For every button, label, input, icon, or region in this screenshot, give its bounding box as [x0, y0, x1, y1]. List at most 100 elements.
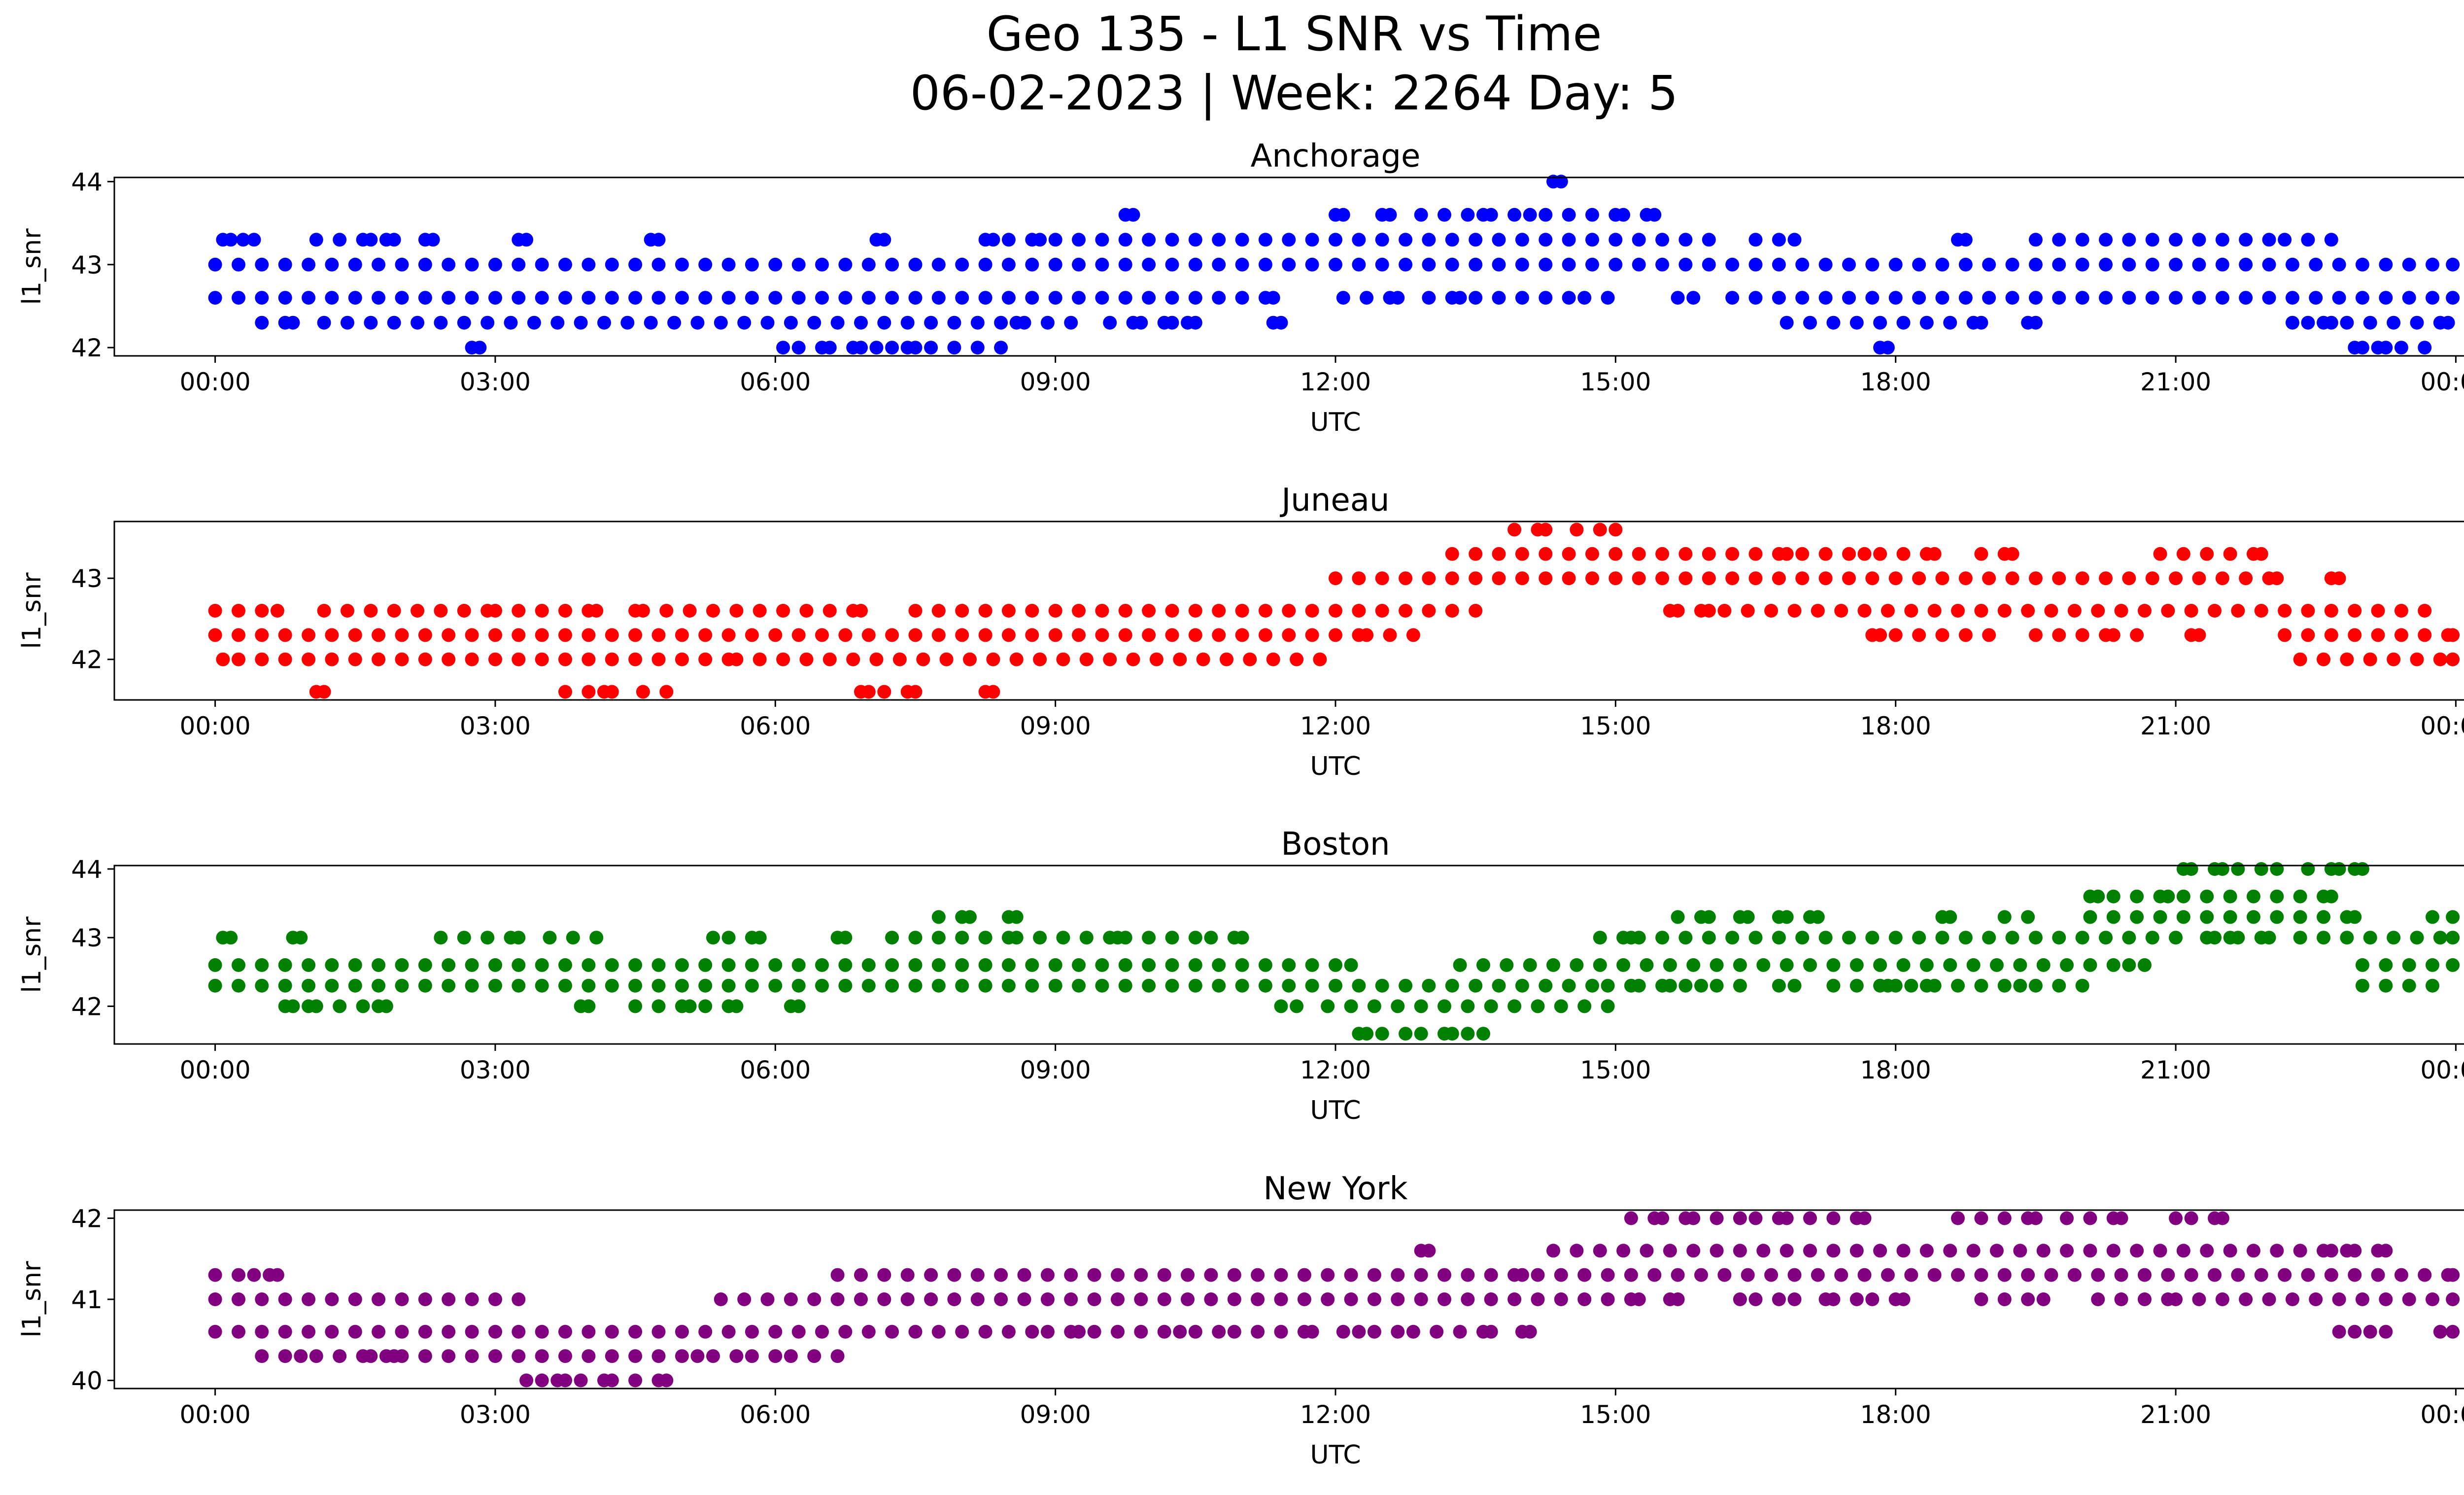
- data-point: [558, 685, 572, 699]
- data-point: [753, 931, 767, 945]
- data-point: [2446, 1268, 2460, 1282]
- data-point: [1469, 604, 1483, 618]
- data-point: [978, 931, 992, 945]
- data-point: [1445, 547, 1459, 561]
- data-point: [1227, 1268, 1241, 1282]
- data-point: [2324, 604, 2338, 618]
- data-point: [1849, 1244, 1864, 1258]
- data-point: [2285, 257, 2299, 272]
- data-point: [1717, 1268, 1732, 1282]
- data-point: [1632, 547, 1646, 561]
- data-point: [1818, 257, 1833, 272]
- data-point: [2324, 628, 2338, 642]
- data-point: [1445, 1027, 1459, 1041]
- data-point: [1188, 291, 1202, 305]
- x-tick-label: 12:00: [1300, 1056, 1371, 1084]
- data-point: [1780, 1211, 1794, 1225]
- data-point: [348, 978, 362, 993]
- data-point: [822, 604, 837, 618]
- data-point: [434, 315, 448, 330]
- data-point: [1733, 1292, 1747, 1306]
- data-point: [208, 628, 222, 642]
- data-point: [1531, 1268, 1545, 1282]
- data-point: [286, 999, 300, 1013]
- data-points: [208, 1211, 2460, 1388]
- data-point: [1539, 522, 1553, 537]
- data-point: [1888, 571, 1903, 586]
- data-point: [1048, 958, 1062, 972]
- data-point: [232, 291, 245, 305]
- data-point: [1523, 208, 1537, 222]
- data-point: [1562, 291, 1576, 305]
- data-point: [1951, 1268, 1965, 1282]
- data-point: [1818, 291, 1833, 305]
- data-point: [1803, 958, 1817, 972]
- data-point: [278, 257, 292, 272]
- y-tick-label: 41: [71, 1286, 103, 1314]
- data-point: [2355, 291, 2369, 305]
- data-point: [2122, 931, 2136, 945]
- y-tick-label: 44: [71, 855, 103, 884]
- data-point: [1017, 1292, 1031, 1306]
- data-point: [418, 652, 432, 666]
- data-point: [1001, 628, 1016, 642]
- data-point: [1982, 571, 1996, 586]
- subplot-anchorage: Anchorage 00:00 03:00 06:00 09:00 12:00 15:00 1…: [17, 138, 2464, 437]
- x-tick-label: 03:00: [460, 1056, 531, 1084]
- data-point: [255, 291, 269, 305]
- x-tick-label: 06:00: [740, 1400, 811, 1429]
- data-point: [690, 315, 705, 330]
- data-point: [605, 1373, 619, 1388]
- y-tick-label: 43: [71, 564, 103, 593]
- data-point: [1165, 315, 1179, 330]
- data-point: [1103, 315, 1117, 330]
- data-point: [1111, 1324, 1125, 1339]
- data-point: [2363, 315, 2377, 330]
- data-point: [2223, 910, 2237, 924]
- x-tick-label: 18:00: [1860, 1400, 1931, 1429]
- data-point: [1336, 1324, 1350, 1339]
- data-point: [2324, 1244, 2338, 1258]
- data-point: [1678, 931, 1693, 945]
- data-point: [1881, 604, 1895, 618]
- data-point: [1857, 547, 1872, 561]
- data-point: [302, 1324, 316, 1339]
- data-point: [372, 257, 386, 272]
- data-point: [2433, 652, 2447, 666]
- data-point: [582, 291, 596, 305]
- data-point: [1741, 910, 1755, 924]
- data-points: [208, 522, 2460, 699]
- data-point: [1601, 1292, 1615, 1306]
- data-point: [2446, 1292, 2460, 1306]
- data-point: [1919, 315, 1934, 330]
- data-point: [1453, 1324, 1467, 1339]
- data-point: [1919, 958, 1934, 972]
- data-point: [714, 315, 728, 330]
- data-point: [1562, 208, 1576, 222]
- data-point: [2223, 889, 2237, 904]
- data-point: [900, 1292, 915, 1306]
- data-point: [1329, 628, 1342, 642]
- data-point: [908, 291, 923, 305]
- x-tick-label: 15:00: [1580, 368, 1651, 396]
- data-point: [379, 999, 393, 1013]
- data-point: [791, 628, 806, 642]
- data-point: [768, 257, 783, 272]
- data-point: [1912, 571, 1926, 586]
- data-point: [2262, 291, 2276, 305]
- data-point: [1399, 571, 1413, 586]
- data-point: [1492, 233, 1506, 247]
- data-point: [1422, 571, 1436, 586]
- data-point: [1142, 291, 1156, 305]
- data-point: [1585, 208, 1599, 222]
- data-point: [232, 1268, 245, 1282]
- data-point: [2122, 571, 2136, 586]
- data-point: [512, 291, 526, 305]
- data-point: [1733, 958, 1747, 972]
- data-point: [2231, 1268, 2245, 1282]
- data-point: [651, 652, 666, 666]
- data-point: [994, 1268, 1008, 1282]
- data-point: [1818, 547, 1833, 561]
- data-point: [2114, 1292, 2128, 1306]
- data-point: [2099, 291, 2113, 305]
